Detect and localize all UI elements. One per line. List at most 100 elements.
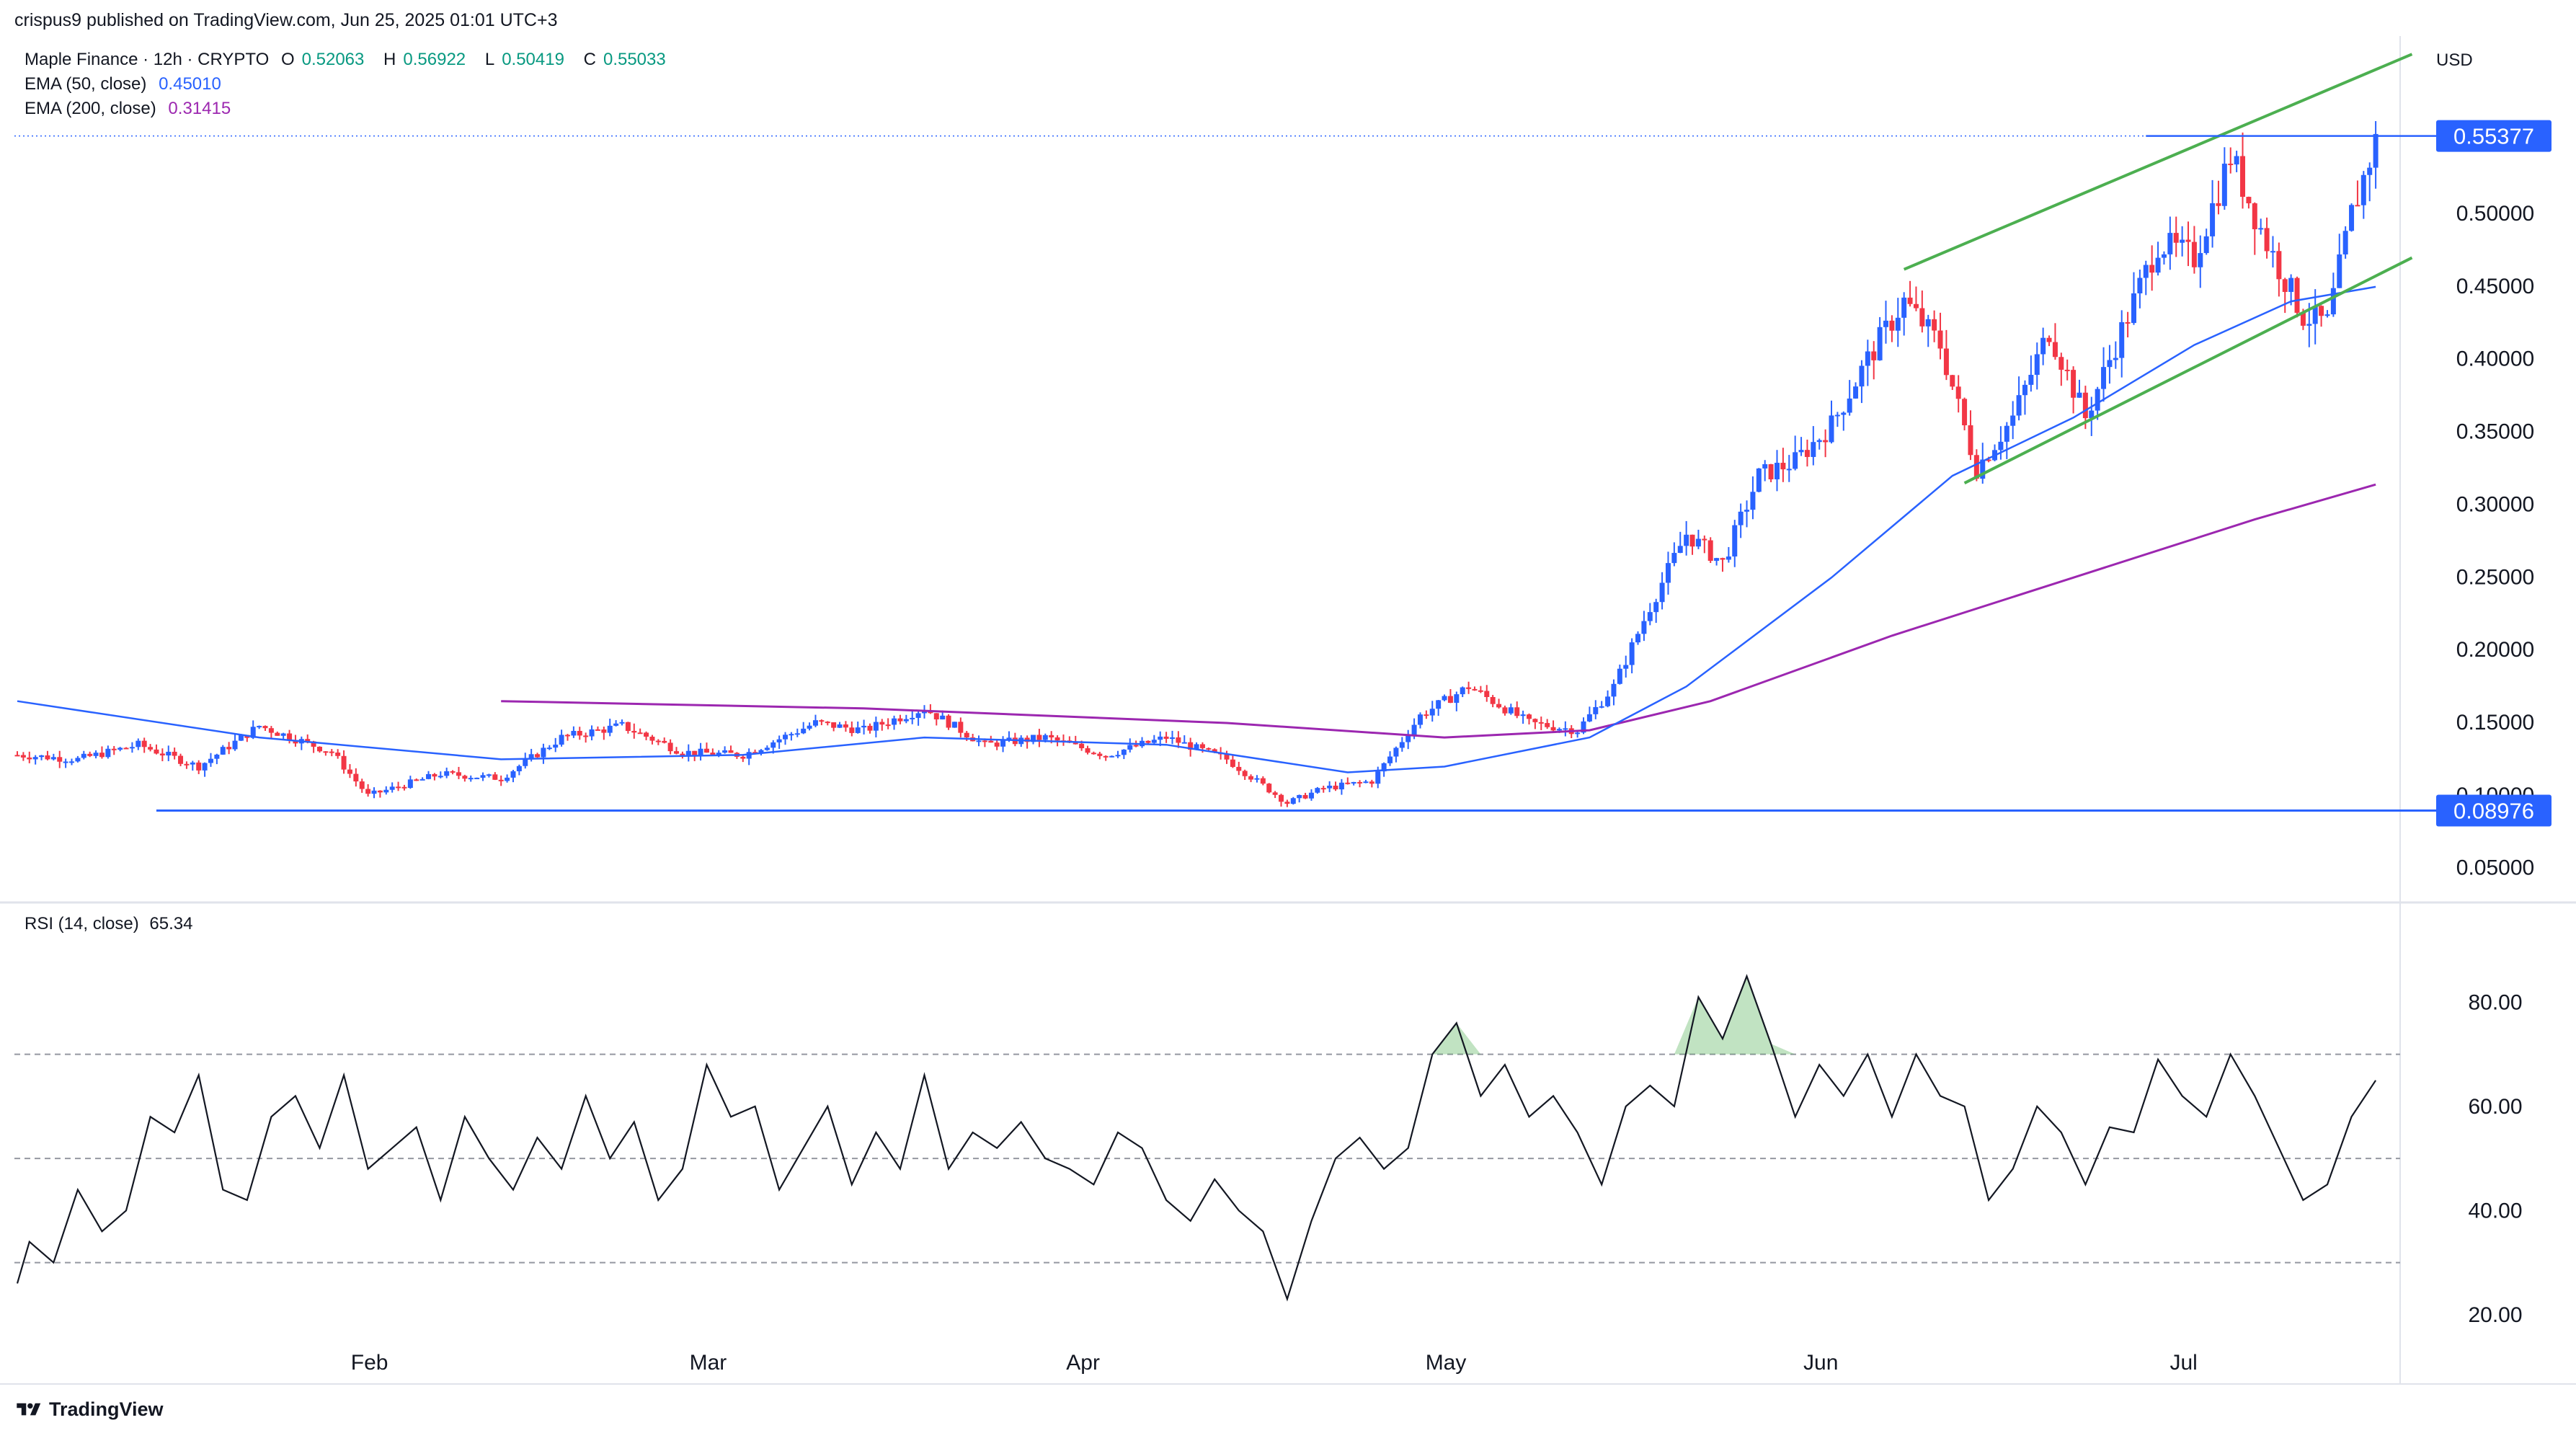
candle[interactable] bbox=[776, 735, 782, 749]
candle[interactable] bbox=[1853, 382, 1859, 399]
candle[interactable] bbox=[1641, 611, 1647, 642]
candle[interactable] bbox=[1140, 737, 1145, 748]
candle[interactable] bbox=[1284, 799, 1290, 807]
candle[interactable] bbox=[419, 777, 425, 781]
candle[interactable] bbox=[480, 772, 486, 781]
candle[interactable] bbox=[208, 753, 213, 767]
candle[interactable] bbox=[1502, 705, 1508, 716]
candle[interactable] bbox=[2089, 396, 2095, 436]
candle[interactable] bbox=[1919, 290, 1925, 333]
candle[interactable] bbox=[57, 750, 63, 768]
candle[interactable] bbox=[631, 723, 637, 739]
candle[interactable] bbox=[1248, 774, 1254, 783]
candle[interactable] bbox=[389, 782, 395, 793]
candle[interactable] bbox=[105, 745, 111, 759]
candle[interactable] bbox=[2101, 347, 2107, 402]
candle[interactable] bbox=[589, 725, 595, 741]
candle[interactable] bbox=[1393, 746, 1399, 763]
candle[interactable] bbox=[1883, 301, 1889, 344]
candle[interactable] bbox=[1454, 691, 1460, 711]
candle[interactable] bbox=[2034, 342, 2040, 390]
resistance-price-tag[interactable]: 0.55377 bbox=[2436, 120, 2551, 152]
candle[interactable] bbox=[1847, 380, 1852, 416]
candle[interactable] bbox=[1338, 778, 1344, 795]
candle[interactable] bbox=[159, 748, 165, 762]
candle[interactable] bbox=[45, 750, 50, 760]
candle[interactable] bbox=[335, 749, 341, 759]
candle[interactable] bbox=[1188, 737, 1194, 757]
candle[interactable] bbox=[546, 745, 552, 750]
candle[interactable] bbox=[571, 726, 577, 738]
ema50-row[interactable]: EMA (50, close) 0.45010 bbox=[25, 72, 680, 97]
candle[interactable] bbox=[807, 722, 812, 731]
currency-label[interactable]: USD bbox=[2436, 50, 2473, 70]
candle[interactable] bbox=[1865, 340, 1870, 386]
candle[interactable] bbox=[2276, 242, 2282, 297]
candle[interactable] bbox=[1206, 747, 1212, 751]
candle[interactable] bbox=[1762, 460, 1768, 482]
candle[interactable] bbox=[365, 784, 371, 797]
candle[interactable] bbox=[1145, 740, 1151, 744]
candle[interactable] bbox=[1925, 314, 1931, 347]
candle[interactable] bbox=[2040, 327, 2046, 365]
candle[interactable] bbox=[1980, 443, 1986, 484]
candle[interactable] bbox=[123, 747, 129, 750]
candle[interactable] bbox=[1399, 737, 1405, 752]
candle[interactable] bbox=[928, 704, 933, 714]
candle[interactable] bbox=[214, 753, 220, 765]
candle[interactable] bbox=[1901, 292, 1907, 336]
candle[interactable] bbox=[722, 746, 728, 754]
candle[interactable] bbox=[1036, 729, 1042, 747]
candle[interactable] bbox=[662, 737, 667, 744]
candle[interactable] bbox=[649, 735, 655, 745]
candle[interactable] bbox=[619, 719, 625, 726]
candle[interactable] bbox=[2312, 289, 2318, 345]
candle[interactable] bbox=[879, 719, 885, 731]
candle[interactable] bbox=[2210, 179, 2216, 248]
candle[interactable] bbox=[577, 727, 582, 740]
candle[interactable] bbox=[2246, 196, 2252, 209]
candle[interactable] bbox=[1345, 777, 1351, 785]
candle[interactable] bbox=[1714, 557, 1720, 566]
candle[interactable] bbox=[1992, 444, 1998, 461]
candle[interactable] bbox=[93, 750, 99, 759]
candle[interactable] bbox=[1816, 438, 1822, 450]
candle[interactable] bbox=[1496, 698, 1502, 709]
candle[interactable] bbox=[444, 767, 450, 778]
candle[interactable] bbox=[1811, 426, 1816, 466]
candle[interactable] bbox=[1181, 735, 1187, 744]
candle[interactable] bbox=[1665, 551, 1671, 595]
candle[interactable] bbox=[1424, 710, 1429, 719]
candle[interactable] bbox=[117, 747, 123, 752]
candle[interactable] bbox=[1932, 310, 1937, 342]
candle[interactable] bbox=[1532, 718, 1538, 729]
candle[interactable] bbox=[680, 751, 685, 759]
candle[interactable] bbox=[1302, 792, 1308, 799]
candle[interactable] bbox=[1756, 468, 1762, 493]
candle[interactable] bbox=[685, 744, 691, 762]
candle[interactable] bbox=[644, 731, 649, 740]
candle[interactable] bbox=[1689, 534, 1695, 555]
candle[interactable] bbox=[141, 737, 147, 753]
candle[interactable] bbox=[2046, 335, 2052, 347]
candle[interactable] bbox=[1460, 686, 1465, 698]
candle[interactable] bbox=[855, 722, 861, 734]
candle[interactable] bbox=[196, 760, 202, 774]
candle[interactable] bbox=[1442, 694, 1447, 701]
candle[interactable] bbox=[69, 758, 75, 766]
candle[interactable] bbox=[2294, 276, 2300, 318]
candle[interactable] bbox=[1623, 655, 1629, 678]
candle[interactable] bbox=[1466, 681, 1472, 694]
candle[interactable] bbox=[32, 755, 38, 765]
candle[interactable] bbox=[915, 711, 921, 726]
candle[interactable] bbox=[812, 714, 818, 727]
candle[interactable] bbox=[541, 743, 546, 764]
candle[interactable] bbox=[456, 766, 461, 779]
candle[interactable] bbox=[1103, 755, 1109, 761]
candle[interactable] bbox=[414, 778, 419, 781]
candle[interactable] bbox=[347, 764, 352, 778]
candle[interactable] bbox=[1520, 710, 1526, 724]
candle[interactable] bbox=[1369, 779, 1374, 788]
candle[interactable] bbox=[867, 723, 873, 734]
candle[interactable] bbox=[1242, 769, 1248, 781]
